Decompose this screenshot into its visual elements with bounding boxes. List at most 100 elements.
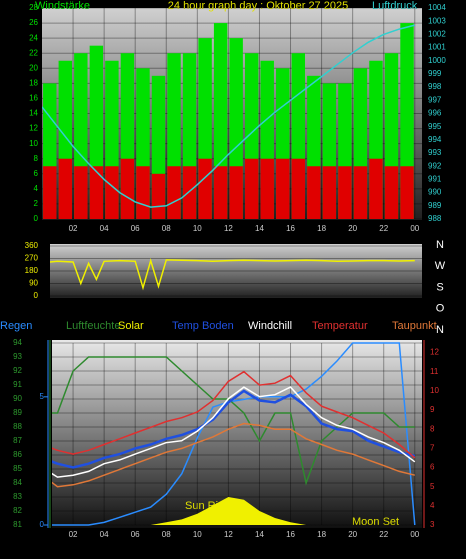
y-tick-label: 90 — [29, 279, 38, 288]
y-tick-label: 85 — [13, 464, 22, 473]
bar — [229, 166, 243, 219]
bar — [136, 166, 150, 219]
y2-tick-label: 994 — [428, 135, 442, 144]
bar — [198, 158, 212, 219]
y-tick-label: 91 — [13, 380, 22, 389]
x-tick-label: 06 — [131, 530, 140, 539]
y-axis-title: Windstärke — [35, 0, 90, 12]
y2-tick-label: 12 — [430, 348, 439, 357]
y2-tick-label: 1000 — [428, 56, 446, 65]
x-tick-label: 12 — [224, 224, 233, 233]
x-tick-label: 08 — [162, 530, 171, 539]
y2-tick-label: S — [436, 281, 443, 293]
y2-tick-label: 3 — [430, 520, 435, 529]
y-tick-label: 0 — [34, 291, 39, 300]
x-tick-label: 18 — [317, 530, 326, 539]
y-tick-label: 270 — [25, 254, 39, 263]
y-tick-label: 8 — [34, 154, 39, 163]
plot-bg — [52, 340, 422, 528]
y2-axis-title: Luftdruck — [372, 0, 418, 12]
bar — [338, 166, 352, 219]
x-tick-label: 00 — [410, 530, 419, 539]
x-tick-label: 00 — [410, 224, 419, 233]
y2-tick-label: 990 — [428, 188, 442, 197]
y2-tick-label: O — [436, 303, 445, 315]
y2-tick-label: 998 — [428, 82, 442, 91]
legend-label: Regen — [0, 320, 32, 332]
annotation: Moon Set — [352, 516, 399, 528]
x-tick-label: 22 — [379, 530, 388, 539]
y2-tick-label: 8 — [430, 424, 435, 433]
y-tick-label: 87 — [13, 436, 22, 445]
y2-tick-label: 991 — [428, 175, 442, 184]
rain-tick-label: 0 — [40, 520, 45, 529]
bar — [74, 166, 88, 219]
y-tick-label: 86 — [13, 450, 22, 459]
line — [52, 386, 416, 478]
y-tick-label: 16 — [29, 94, 38, 103]
y2-tick-label: 993 — [428, 148, 442, 157]
line — [42, 24, 415, 208]
y2-tick-label: 9 — [430, 405, 435, 414]
y-tick-label: 2 — [34, 199, 39, 208]
x-tick-label: 10 — [193, 224, 202, 233]
y2-tick-label: 996 — [428, 109, 442, 118]
bar — [167, 166, 181, 219]
bar — [400, 166, 414, 219]
x-tick-label: 14 — [255, 530, 264, 539]
y-tick-label: 88 — [13, 422, 22, 431]
y2-tick-label: W — [435, 260, 446, 272]
x-tick-label: 04 — [100, 224, 109, 233]
bar — [369, 158, 383, 219]
y2-tick-label: 4 — [430, 501, 435, 510]
plot — [50, 245, 422, 297]
bar — [291, 158, 306, 219]
x-tick-label: 04 — [100, 530, 109, 539]
y-tick-label: 24 — [29, 33, 38, 42]
plot — [52, 342, 422, 526]
bar — [307, 166, 321, 219]
bar — [89, 166, 104, 219]
y2-tick-label: N — [436, 324, 444, 336]
x-tick-label: 12 — [224, 530, 233, 539]
legend-label: Taupunkt — [392, 320, 437, 332]
x-tick-label: 10 — [193, 530, 202, 539]
y-tick-label: 90 — [13, 394, 22, 403]
line — [52, 422, 415, 488]
y-tick-label: 20 — [29, 63, 38, 72]
y-tick-label: 10 — [29, 139, 38, 148]
bar — [260, 158, 274, 219]
bar — [244, 158, 259, 219]
bar — [120, 158, 135, 219]
y2-tick-label: 999 — [428, 69, 442, 78]
x-tick-label: 16 — [286, 530, 295, 539]
bar — [213, 166, 228, 219]
bar — [384, 166, 399, 219]
y2-tick-label: 1004 — [428, 3, 446, 12]
y2-tick-label: 988 — [428, 214, 442, 223]
bar — [182, 166, 197, 219]
rain-tick-label: 5 — [40, 392, 45, 401]
legend-label: Windchill — [248, 320, 292, 332]
plot-bg — [50, 244, 422, 298]
y-tick-label: 28 — [29, 3, 38, 12]
plot — [42, 8, 422, 220]
x-tick-label: 02 — [69, 530, 78, 539]
x-tick-label: 22 — [379, 224, 388, 233]
y-tick-label: 94 — [13, 338, 22, 347]
x-tick-label: 18 — [317, 224, 326, 233]
y2-tick-label: N — [436, 239, 444, 251]
x-tick-label: 20 — [348, 224, 357, 233]
y-tick-label: 22 — [29, 48, 38, 57]
bar — [353, 166, 368, 219]
y-tick-label: 93 — [13, 352, 22, 361]
y-tick-label: 84 — [13, 478, 22, 487]
y-tick-label: 14 — [29, 109, 38, 118]
x-tick-label: 08 — [162, 224, 171, 233]
y2-tick-label: 7 — [430, 443, 435, 452]
bar — [43, 166, 57, 219]
chart-title: 24 hour graph day : Oktober 27 2025 — [168, 0, 348, 12]
y2-tick-label: 997 — [428, 95, 442, 104]
y2-tick-label: 11 — [430, 367, 439, 376]
